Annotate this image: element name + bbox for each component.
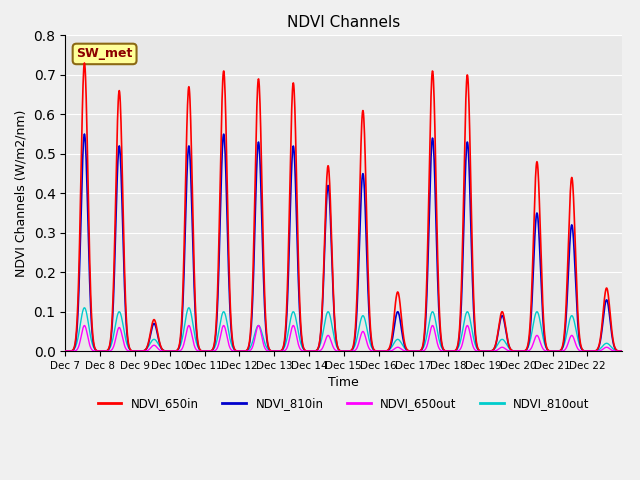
NDVI_650in bbox=[161, 348, 169, 354]
NDVI_810in bbox=[81, 131, 88, 137]
NDVI_810in bbox=[583, 348, 591, 354]
NDVI_810in bbox=[161, 348, 169, 354]
NDVI_810out bbox=[583, 348, 591, 354]
NDVI_810out bbox=[347, 348, 355, 354]
Legend: NDVI_650in, NDVI_810in, NDVI_650out, NDVI_810out: NDVI_650in, NDVI_810in, NDVI_650out, NDV… bbox=[93, 392, 595, 415]
NDVI_810in bbox=[347, 348, 355, 354]
NDVI_810in bbox=[72, 339, 79, 345]
NDVI_650out bbox=[81, 323, 88, 328]
NDVI_810out bbox=[618, 348, 626, 354]
NDVI_650in bbox=[583, 348, 591, 354]
NDVI_650out bbox=[161, 348, 169, 354]
NDVI_650out bbox=[347, 348, 355, 354]
Y-axis label: NDVI Channels (W/m2/nm): NDVI Channels (W/m2/nm) bbox=[15, 109, 28, 277]
NDVI_650out bbox=[445, 348, 453, 354]
NDVI_650out bbox=[314, 348, 321, 354]
NDVI_810in bbox=[314, 347, 321, 352]
Line: NDVI_810out: NDVI_810out bbox=[65, 308, 622, 351]
NDVI_810in bbox=[61, 348, 69, 354]
Text: SW_met: SW_met bbox=[76, 48, 132, 60]
NDVI_650in bbox=[314, 347, 321, 352]
NDVI_810out bbox=[81, 305, 88, 311]
NDVI_650out bbox=[583, 348, 591, 354]
NDVI_810out bbox=[314, 347, 321, 352]
NDVI_810out bbox=[72, 343, 79, 349]
X-axis label: Time: Time bbox=[328, 376, 359, 389]
NDVI_650in bbox=[445, 348, 453, 354]
NDVI_810out bbox=[445, 348, 453, 354]
NDVI_650out bbox=[618, 348, 626, 354]
NDVI_650in bbox=[618, 348, 626, 354]
NDVI_810out bbox=[161, 348, 169, 354]
NDVI_650in bbox=[72, 336, 79, 341]
NDVI_810in bbox=[618, 348, 626, 354]
Line: NDVI_650out: NDVI_650out bbox=[65, 325, 622, 351]
NDVI_650in bbox=[61, 348, 69, 354]
Line: NDVI_810in: NDVI_810in bbox=[65, 134, 622, 351]
Title: NDVI Channels: NDVI Channels bbox=[287, 15, 401, 30]
NDVI_810in bbox=[445, 348, 453, 354]
NDVI_650in bbox=[81, 60, 88, 66]
Line: NDVI_650in: NDVI_650in bbox=[65, 63, 622, 351]
NDVI_650out bbox=[61, 348, 69, 354]
NDVI_650in bbox=[347, 348, 355, 354]
NDVI_810out bbox=[61, 348, 69, 354]
NDVI_650out bbox=[72, 348, 79, 354]
